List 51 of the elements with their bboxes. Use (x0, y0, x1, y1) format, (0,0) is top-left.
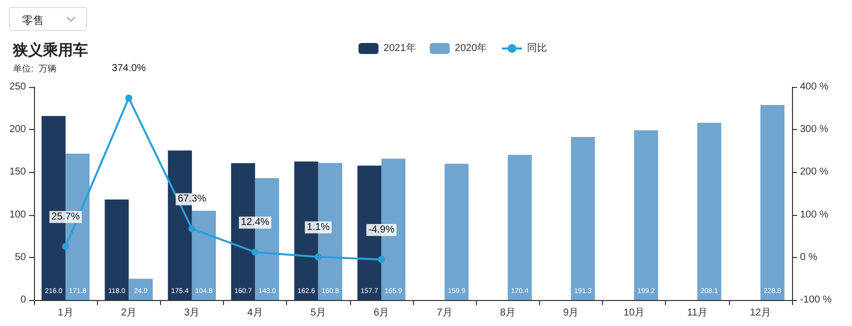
bar (570, 137, 595, 300)
y-tick-label: 100 (9, 209, 26, 220)
data-label: 25.7% (51, 211, 80, 222)
x-tick-label: 2月 (120, 308, 137, 318)
legend-label: 2020年 (454, 42, 488, 54)
y2-tick-label: 400 % (800, 82, 828, 92)
bar (508, 154, 532, 300)
x-tick-label: 5月 (310, 308, 326, 318)
legend-label: 同比 (527, 42, 547, 54)
bar (444, 164, 469, 300)
x-tick-label: 6月 (374, 308, 390, 318)
y2-tick-label: 200 % (800, 166, 828, 178)
point (314, 253, 322, 260)
x-tick-label: 10月 (624, 308, 645, 318)
data-label: 374.0% (112, 63, 146, 74)
data-label: -4.9% (368, 224, 395, 236)
point (252, 248, 259, 256)
data-label: 12.4% (240, 217, 270, 228)
bar (634, 130, 658, 300)
y2-tick-label: 100 % (800, 209, 828, 220)
y-tick-label: 150 (9, 166, 26, 178)
chart-title: 狭义乘用车 (12, 41, 88, 59)
chart-subtitle: 单位: 万辆 (13, 64, 57, 74)
data-label: 67.3% (178, 194, 206, 205)
y-tick-label: 200 (9, 124, 26, 136)
data-label: 1.1% (306, 222, 330, 233)
y-tick-label: 50 (14, 252, 26, 263)
bar (104, 199, 129, 300)
point (188, 225, 196, 232)
x-tick-label: 8月 (500, 308, 516, 318)
x-tick-label: 1月 (58, 308, 74, 318)
x-tick-label: 9月 (563, 308, 579, 318)
bar (760, 105, 784, 300)
y-tick-label: 0 (20, 294, 26, 306)
x-tick-label: 7月 (436, 308, 452, 318)
x-tick-label: 11月 (687, 308, 708, 318)
point (378, 256, 385, 263)
y2-tick-label: 300 % (800, 124, 828, 136)
x-tick-label: 3月 (184, 308, 200, 318)
x-tick-label: 12月 (750, 308, 771, 318)
bar (697, 122, 722, 300)
y2-tick-label: -100 % (800, 294, 832, 306)
bar (192, 210, 216, 300)
point (125, 94, 132, 102)
bar (128, 278, 153, 300)
y-tick-label: 250 (9, 82, 26, 92)
point (62, 242, 70, 250)
text: 零售 (22, 14, 44, 27)
y2-tick-label: 0 % (800, 252, 818, 263)
legend-label: 2021年 (384, 42, 416, 54)
x-tick-label: 4月 (247, 308, 263, 318)
